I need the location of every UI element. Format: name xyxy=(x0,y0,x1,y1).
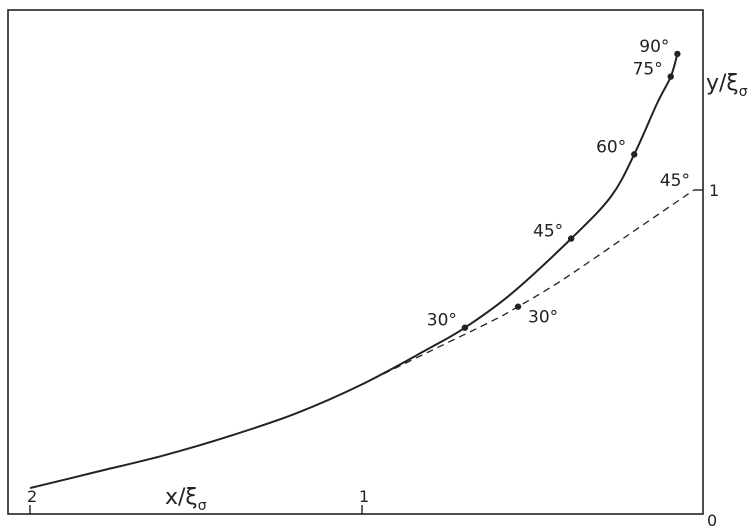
data-label: 45° xyxy=(533,222,563,242)
x-tick-label: 2 xyxy=(27,487,37,506)
series-line-dashed xyxy=(361,189,695,385)
x-axis-label: x/ξσ xyxy=(165,485,207,514)
x-tick-label: 1 xyxy=(359,487,369,506)
data-label: 30° xyxy=(528,308,558,328)
tick-group: 2 1 0 1 xyxy=(27,181,719,530)
marker-group: 30° 45° 60° 75° 90° 30° 45° xyxy=(427,37,690,331)
data-point xyxy=(514,303,522,310)
data-label: 60° xyxy=(596,137,626,157)
data-label: 75° xyxy=(633,60,663,80)
series-line-solid xyxy=(29,53,679,490)
data-point xyxy=(674,50,681,58)
data-point xyxy=(461,324,469,331)
data-point xyxy=(631,151,638,158)
data-point xyxy=(667,73,674,80)
data-label: 30° xyxy=(427,311,457,331)
series-group xyxy=(29,53,695,490)
data-label: 90° xyxy=(639,37,669,57)
x-tick-label: 0 xyxy=(707,511,717,530)
plot-frame xyxy=(7,9,704,515)
data-point xyxy=(567,235,575,242)
y-axis-label: y/ξσ xyxy=(706,71,748,100)
y-tick-label: 1 xyxy=(709,181,719,200)
data-label: 45° xyxy=(660,171,690,191)
